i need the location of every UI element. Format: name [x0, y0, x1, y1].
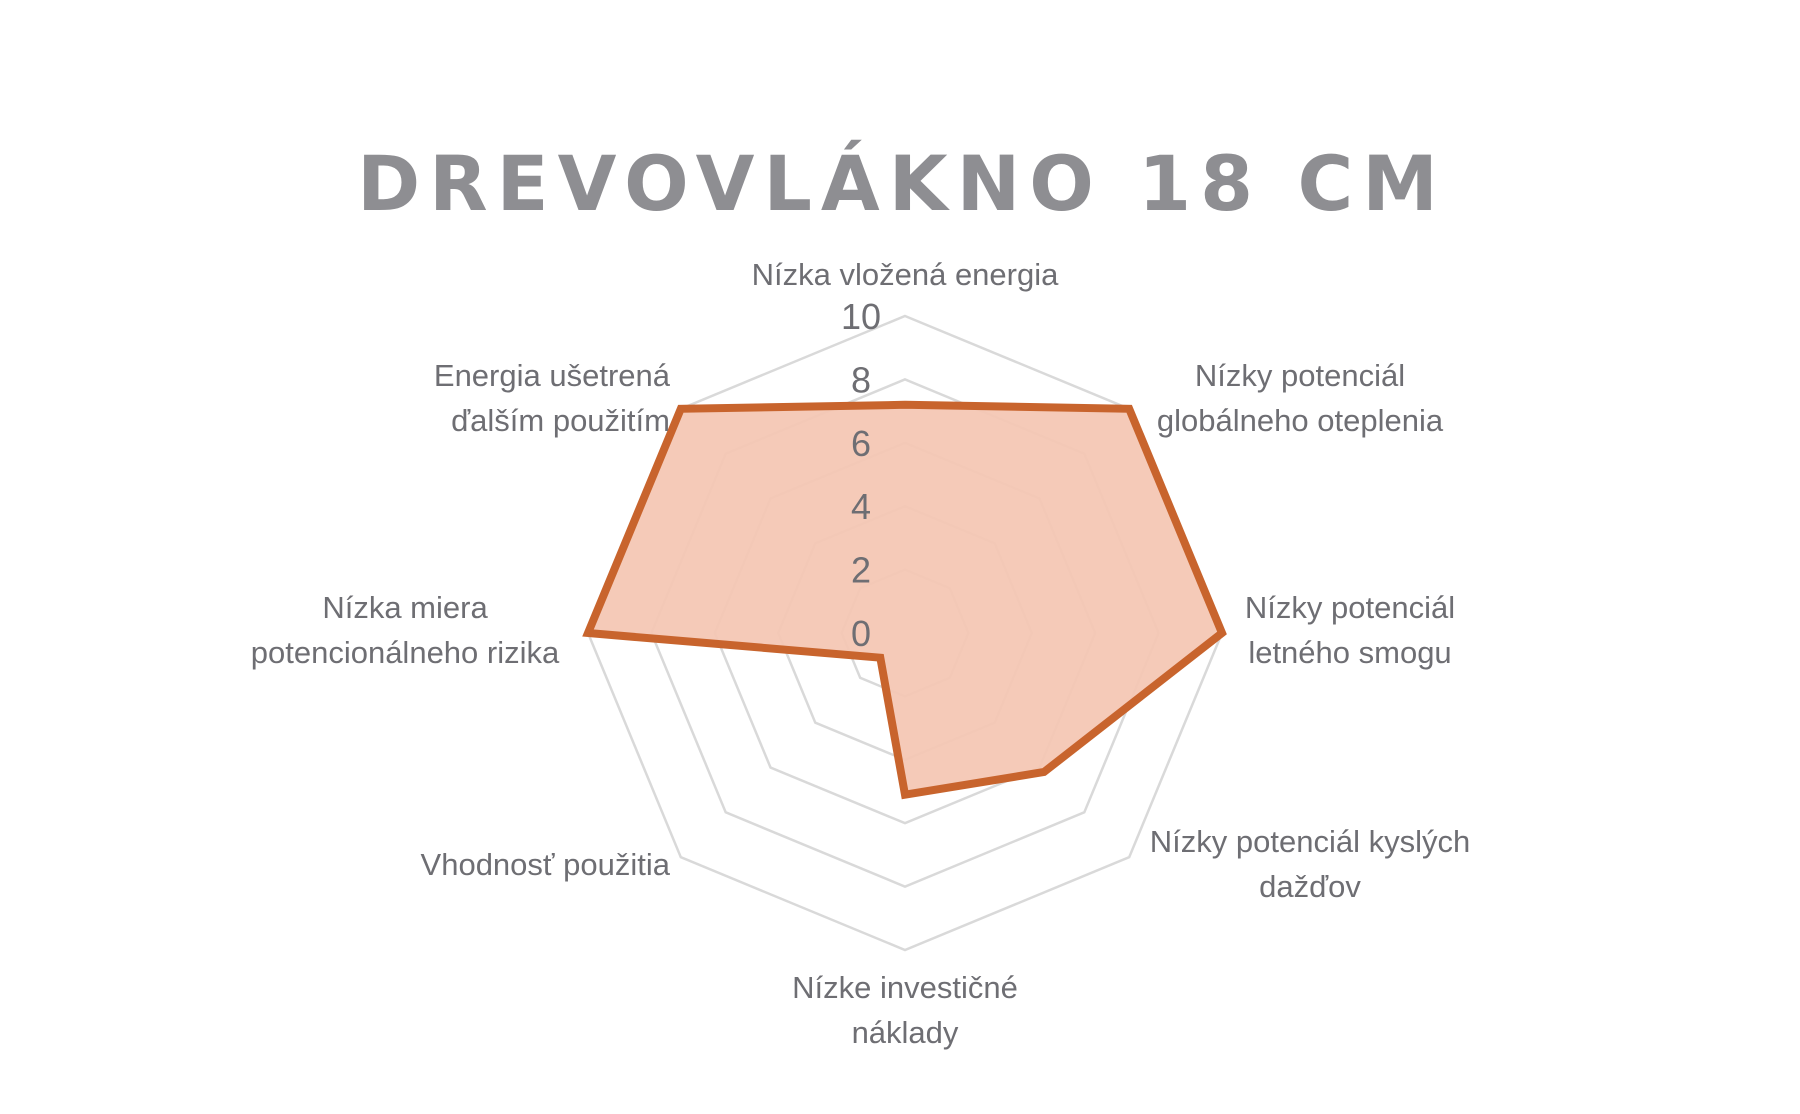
category-label-line: Nízka vložená energia [752, 257, 1059, 292]
category-label-line: náklady [852, 1015, 959, 1050]
category-label: Nízky potenciál globálneho oteplenia [1157, 358, 1444, 438]
category-label-line: Energia ušetrená [434, 358, 671, 393]
category-label: Nízka miera potencionálneho rizika [251, 590, 560, 670]
radar-ticks: 0 2 4 6 8 10 [841, 296, 881, 654]
category-label: Vhodnosť použitia [421, 847, 671, 882]
tick-label: 6 [851, 423, 871, 464]
category-labels: Nízka vložená energia Nízky potenciál glob… [251, 257, 1470, 1050]
category-label-line: Nízky potenciál [1245, 590, 1455, 625]
category-label-line: ďalším použitím [451, 403, 670, 438]
tick-label: 0 [851, 613, 871, 654]
category-label: Nízky potenciál letného smogu [1245, 590, 1455, 670]
category-label: Nízka vložená energia [752, 257, 1059, 292]
category-label-line: Nízky potenciál [1195, 358, 1405, 393]
tick-label: 8 [851, 359, 871, 400]
tick-label: 10 [841, 296, 881, 337]
tick-label: 4 [851, 486, 871, 527]
category-label-line: globálneho oteplenia [1157, 403, 1444, 438]
category-label-line: Vhodnosť použitia [421, 847, 671, 882]
category-label: Nízky potenciál kyslých dažďov [1150, 824, 1470, 904]
category-label-line: potencionálneho rizika [251, 635, 560, 670]
category-label-line: dažďov [1259, 869, 1361, 904]
category-label: Energia ušetrená ďalším použitím [434, 358, 671, 438]
category-label-line: Nízke investičné [792, 970, 1018, 1005]
category-label: Nízke investičné náklady [792, 970, 1018, 1050]
radar-series [582, 400, 1227, 800]
series-area-0 [582, 400, 1227, 800]
category-label-line: letného smogu [1248, 635, 1451, 670]
tick-label: 2 [851, 550, 871, 591]
category-label-line: Nízka miera [322, 590, 488, 625]
category-label-line: Nízky potenciál kyslých [1150, 824, 1470, 859]
chart-title: DREVOVLÁKNO 18 CM [357, 139, 1447, 228]
